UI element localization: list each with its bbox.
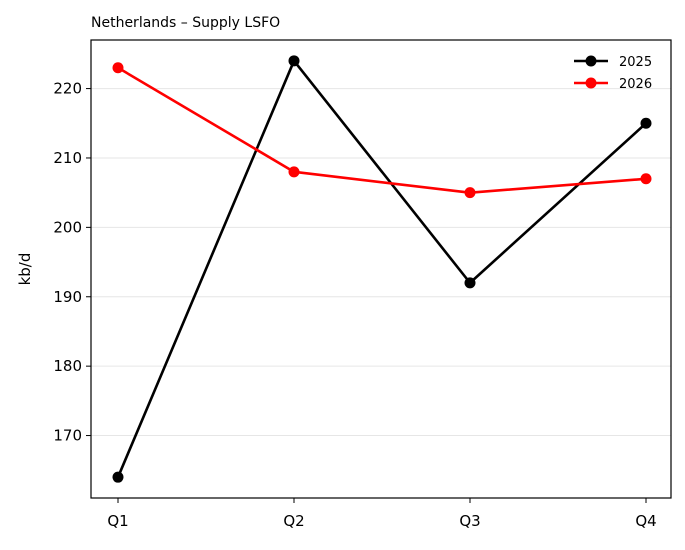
y-tick-label: 190 bbox=[53, 288, 82, 306]
legend-swatch-marker bbox=[585, 77, 597, 89]
series-2026 bbox=[112, 62, 652, 199]
y-axis-label: kb/d bbox=[16, 253, 34, 286]
grid-lines bbox=[91, 88, 671, 437]
series-2025 bbox=[112, 55, 652, 483]
y-tick-label: 210 bbox=[53, 149, 82, 167]
data-point bbox=[288, 55, 300, 67]
series-line bbox=[116, 59, 647, 478]
plot-frame bbox=[90, 39, 672, 499]
y-tick-label: 220 bbox=[53, 80, 82, 98]
legend-swatch-marker bbox=[585, 55, 597, 67]
data-point bbox=[464, 187, 476, 199]
x-tick-label: Q1 bbox=[107, 512, 128, 530]
legend-label: 2025 bbox=[619, 55, 652, 70]
x-tick-label: Q3 bbox=[459, 512, 480, 530]
data-point bbox=[112, 62, 124, 74]
data-point bbox=[288, 166, 300, 178]
data-point bbox=[112, 471, 124, 483]
chart-title: Netherlands – Supply LSFO bbox=[91, 15, 280, 31]
x-tick-label: Q4 bbox=[635, 512, 656, 530]
series-layer bbox=[112, 55, 652, 483]
y-tick-label: 200 bbox=[53, 218, 82, 236]
data-point bbox=[640, 173, 652, 185]
data-point bbox=[464, 277, 476, 289]
legend: 2025 2026 bbox=[574, 55, 652, 92]
series-line bbox=[117, 66, 647, 194]
y-tick-label: 170 bbox=[53, 427, 82, 445]
axes: 170 180 190 200 210 220 Q1 Q2 Q3 Q4 bbox=[53, 80, 656, 530]
data-point bbox=[640, 117, 652, 129]
legend-label: 2026 bbox=[619, 77, 652, 92]
legend-entry: 2026 bbox=[574, 77, 652, 92]
legend-entry: 2025 bbox=[574, 55, 652, 70]
y-tick-label: 180 bbox=[53, 357, 82, 375]
x-tick-label: Q2 bbox=[283, 512, 304, 530]
